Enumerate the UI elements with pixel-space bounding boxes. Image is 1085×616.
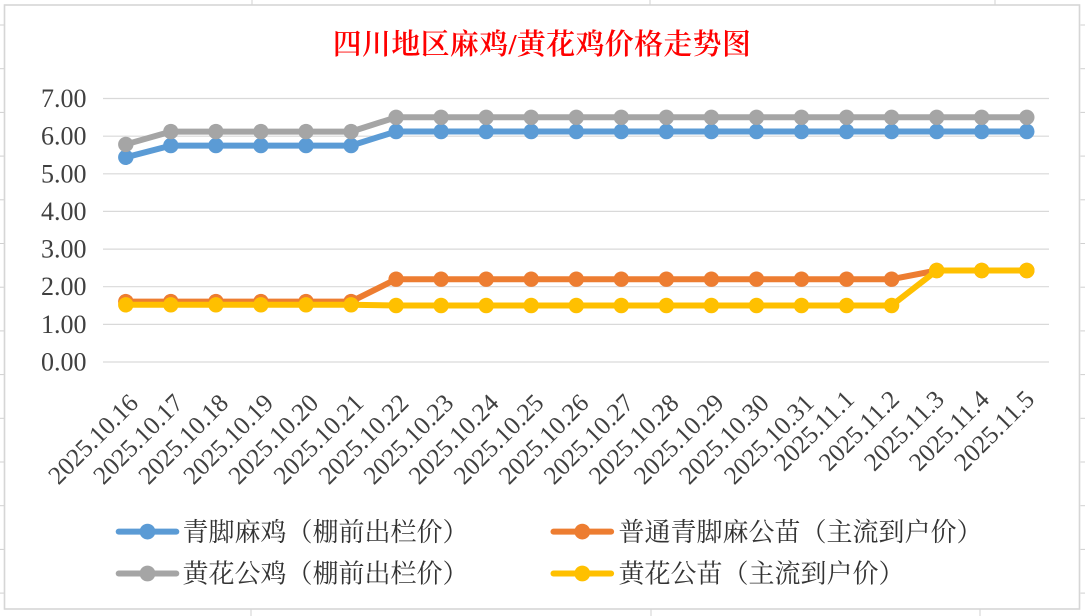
svg-text:0.00: 0.00	[41, 348, 87, 377]
svg-text:四川地区麻鸡/黄花鸡价格走势图: 四川地区麻鸡/黄花鸡价格走势图	[333, 29, 752, 61]
svg-text:4.00: 4.00	[41, 197, 87, 226]
svg-text:3.00: 3.00	[41, 235, 87, 264]
svg-text:黄花公鸡（棚前出栏价）: 黄花公鸡（棚前出栏价）	[183, 560, 469, 589]
svg-text:6.00: 6.00	[41, 122, 87, 151]
svg-text:黄花公苗（主流到户价）: 黄花公苗（主流到户价）	[619, 560, 905, 589]
svg-text:青脚麻鸡（棚前出栏价）: 青脚麻鸡（棚前出栏价）	[183, 518, 469, 547]
svg-text:1.00: 1.00	[41, 310, 87, 339]
svg-text:普通青脚麻公苗（主流到户价）: 普通青脚麻公苗（主流到户价）	[619, 518, 983, 547]
svg-text:5.00: 5.00	[41, 159, 87, 188]
svg-text:2.00: 2.00	[41, 272, 87, 301]
svg-text:7.00: 7.00	[41, 84, 87, 113]
